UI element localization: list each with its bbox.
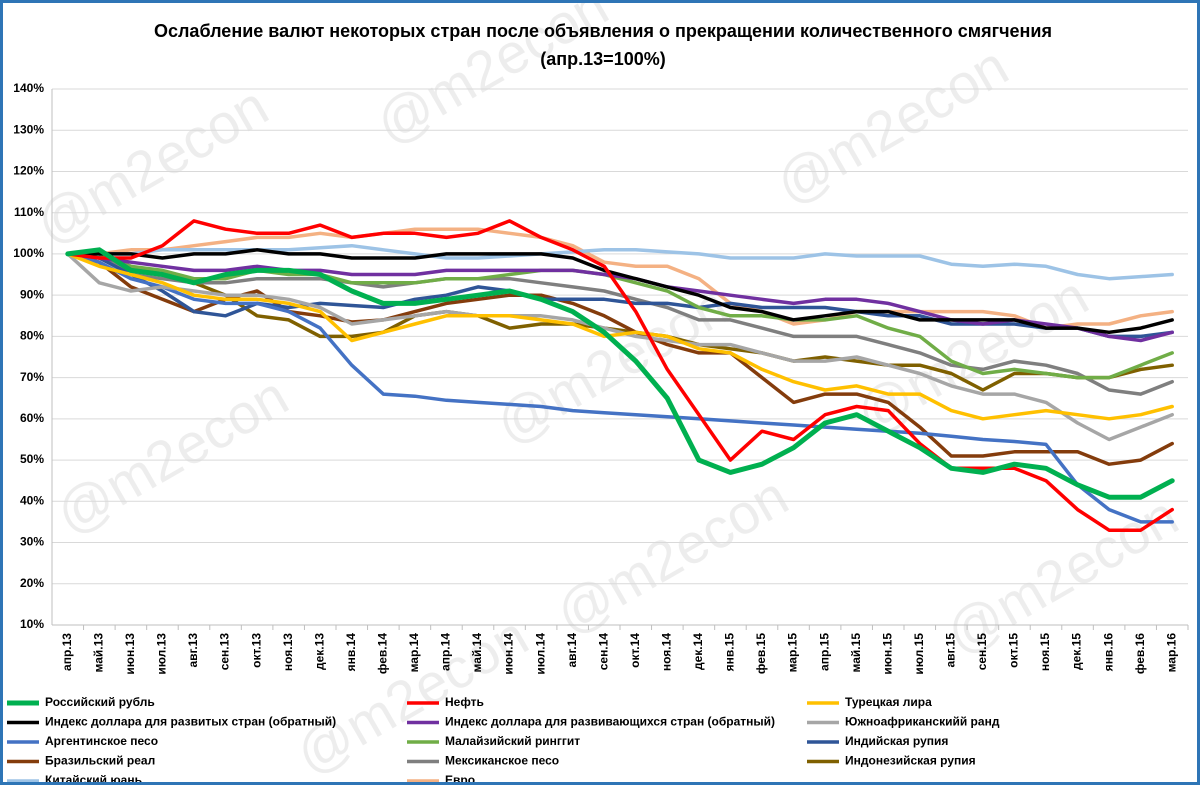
y-tick-label: 80% (20, 329, 44, 343)
x-tick-label: авг.15 (944, 633, 958, 668)
x-tick-label: июл.14 (533, 633, 547, 675)
x-tick-label: июн.13 (123, 633, 137, 675)
x-tick-label: фев.15 (754, 633, 768, 674)
legend-label: Китайский юань (45, 773, 142, 782)
x-tick-label: янв.16 (1101, 633, 1115, 672)
y-tick-label: 140% (13, 81, 44, 95)
y-tick-label: 20% (20, 576, 44, 590)
x-tick-label: июн.14 (502, 633, 516, 675)
series-line (66, 248, 1174, 335)
legend-label: Аргентинское песо (45, 734, 158, 748)
watermark: @m2econ (545, 464, 798, 647)
legend-label: Индекс доллара для развивающихся стран (… (445, 715, 775, 729)
x-tick-label: окт.13 (249, 633, 263, 668)
x-tick-label: июл.15 (912, 633, 926, 675)
series-line (66, 252, 1174, 466)
watermark: @m2econ (935, 484, 1188, 667)
x-tick-label: апр.13 (60, 633, 74, 671)
chart-title: Ослабление валют некоторых стран после о… (153, 21, 1052, 69)
x-tick-label: май.15 (849, 633, 863, 673)
series-line (66, 227, 1174, 330)
watermark: @m2econ (25, 74, 278, 257)
legend-label: Бразильский реал (45, 754, 155, 768)
x-tick-label: апр.14 (439, 633, 453, 671)
x-tick-label: мар.16 (1164, 633, 1178, 673)
x-tick-label: ноя.15 (1038, 633, 1052, 671)
legend-label: Мексиканское песо (445, 754, 559, 768)
y-tick-label: 70% (20, 370, 44, 384)
x-tick-label: ноя.14 (660, 633, 674, 671)
x-tick-label: апр.15 (817, 633, 831, 671)
x-tick-label: май.13 (92, 633, 106, 673)
series-line (66, 252, 1174, 524)
x-tick-label: дек.14 (691, 633, 705, 670)
legend-label: Турецкая лира (845, 695, 932, 709)
legend-label: Индонезийская рупия (845, 754, 976, 768)
series-line (65, 247, 1175, 500)
x-tick-label: май.14 (470, 633, 484, 673)
y-tick-label: 120% (13, 164, 44, 178)
series-line (66, 252, 1174, 396)
y-tick-label: 40% (20, 493, 44, 507)
x-tick-label: фев.14 (376, 633, 390, 674)
x-tick-label: янв.15 (723, 633, 737, 672)
series-line (66, 252, 1174, 442)
y-tick-label: 30% (20, 535, 44, 549)
legend-label: Нефть (445, 695, 484, 709)
y-tick-label: 130% (13, 122, 44, 136)
x-tick-label: июн.15 (880, 633, 894, 675)
x-tick-label: сен.14 (596, 633, 610, 671)
x-tick-label: окт.14 (628, 633, 642, 668)
series-line (66, 252, 1174, 421)
chart: @m2econ@m2econ @m2econ@m2econ @m2econ @m2ec… (7, 3, 1189, 782)
x-tick-label: сен.13 (218, 633, 232, 671)
x-tick-label: сен.15 (975, 633, 989, 671)
x-tick-label: фев.16 (1133, 633, 1147, 674)
legend-label: Евро (445, 773, 475, 782)
y-tick-label: 10% (20, 617, 44, 631)
x-tick-label: янв.14 (344, 633, 358, 672)
x-tick-label: июл.13 (155, 633, 169, 675)
legend-label: Российский рубль (45, 695, 155, 709)
y-tick-label: 110% (14, 205, 44, 219)
x-tick-label: авг.13 (186, 633, 200, 668)
legend-label: Индекс доллара для развитых стран (обрат… (45, 715, 336, 729)
watermark: @m2econ (45, 364, 298, 547)
x-tick-label: мар.14 (407, 633, 421, 673)
y-tick-label: 100% (13, 246, 44, 260)
legend-label: Малайзийский ринггит (445, 734, 580, 748)
x-tick-label: авг.14 (565, 633, 579, 668)
series-line (66, 219, 1174, 532)
legend-label: Южноафриканскийй ранд (845, 715, 1000, 729)
x-tick-label: мар.15 (786, 633, 800, 673)
y-tick-label: 60% (20, 411, 44, 425)
series-line (66, 252, 1174, 392)
x-tick-label: дек.15 (1070, 633, 1084, 670)
x-tick-label: ноя.13 (281, 633, 295, 671)
y-tick-label: 90% (20, 287, 44, 301)
y-tick-label: 50% (20, 452, 44, 466)
x-tick-label: окт.15 (1007, 633, 1021, 668)
series-line (66, 252, 1174, 343)
legend-label: Индийская рупия (845, 734, 948, 748)
x-tick-label: дек.13 (312, 633, 326, 670)
